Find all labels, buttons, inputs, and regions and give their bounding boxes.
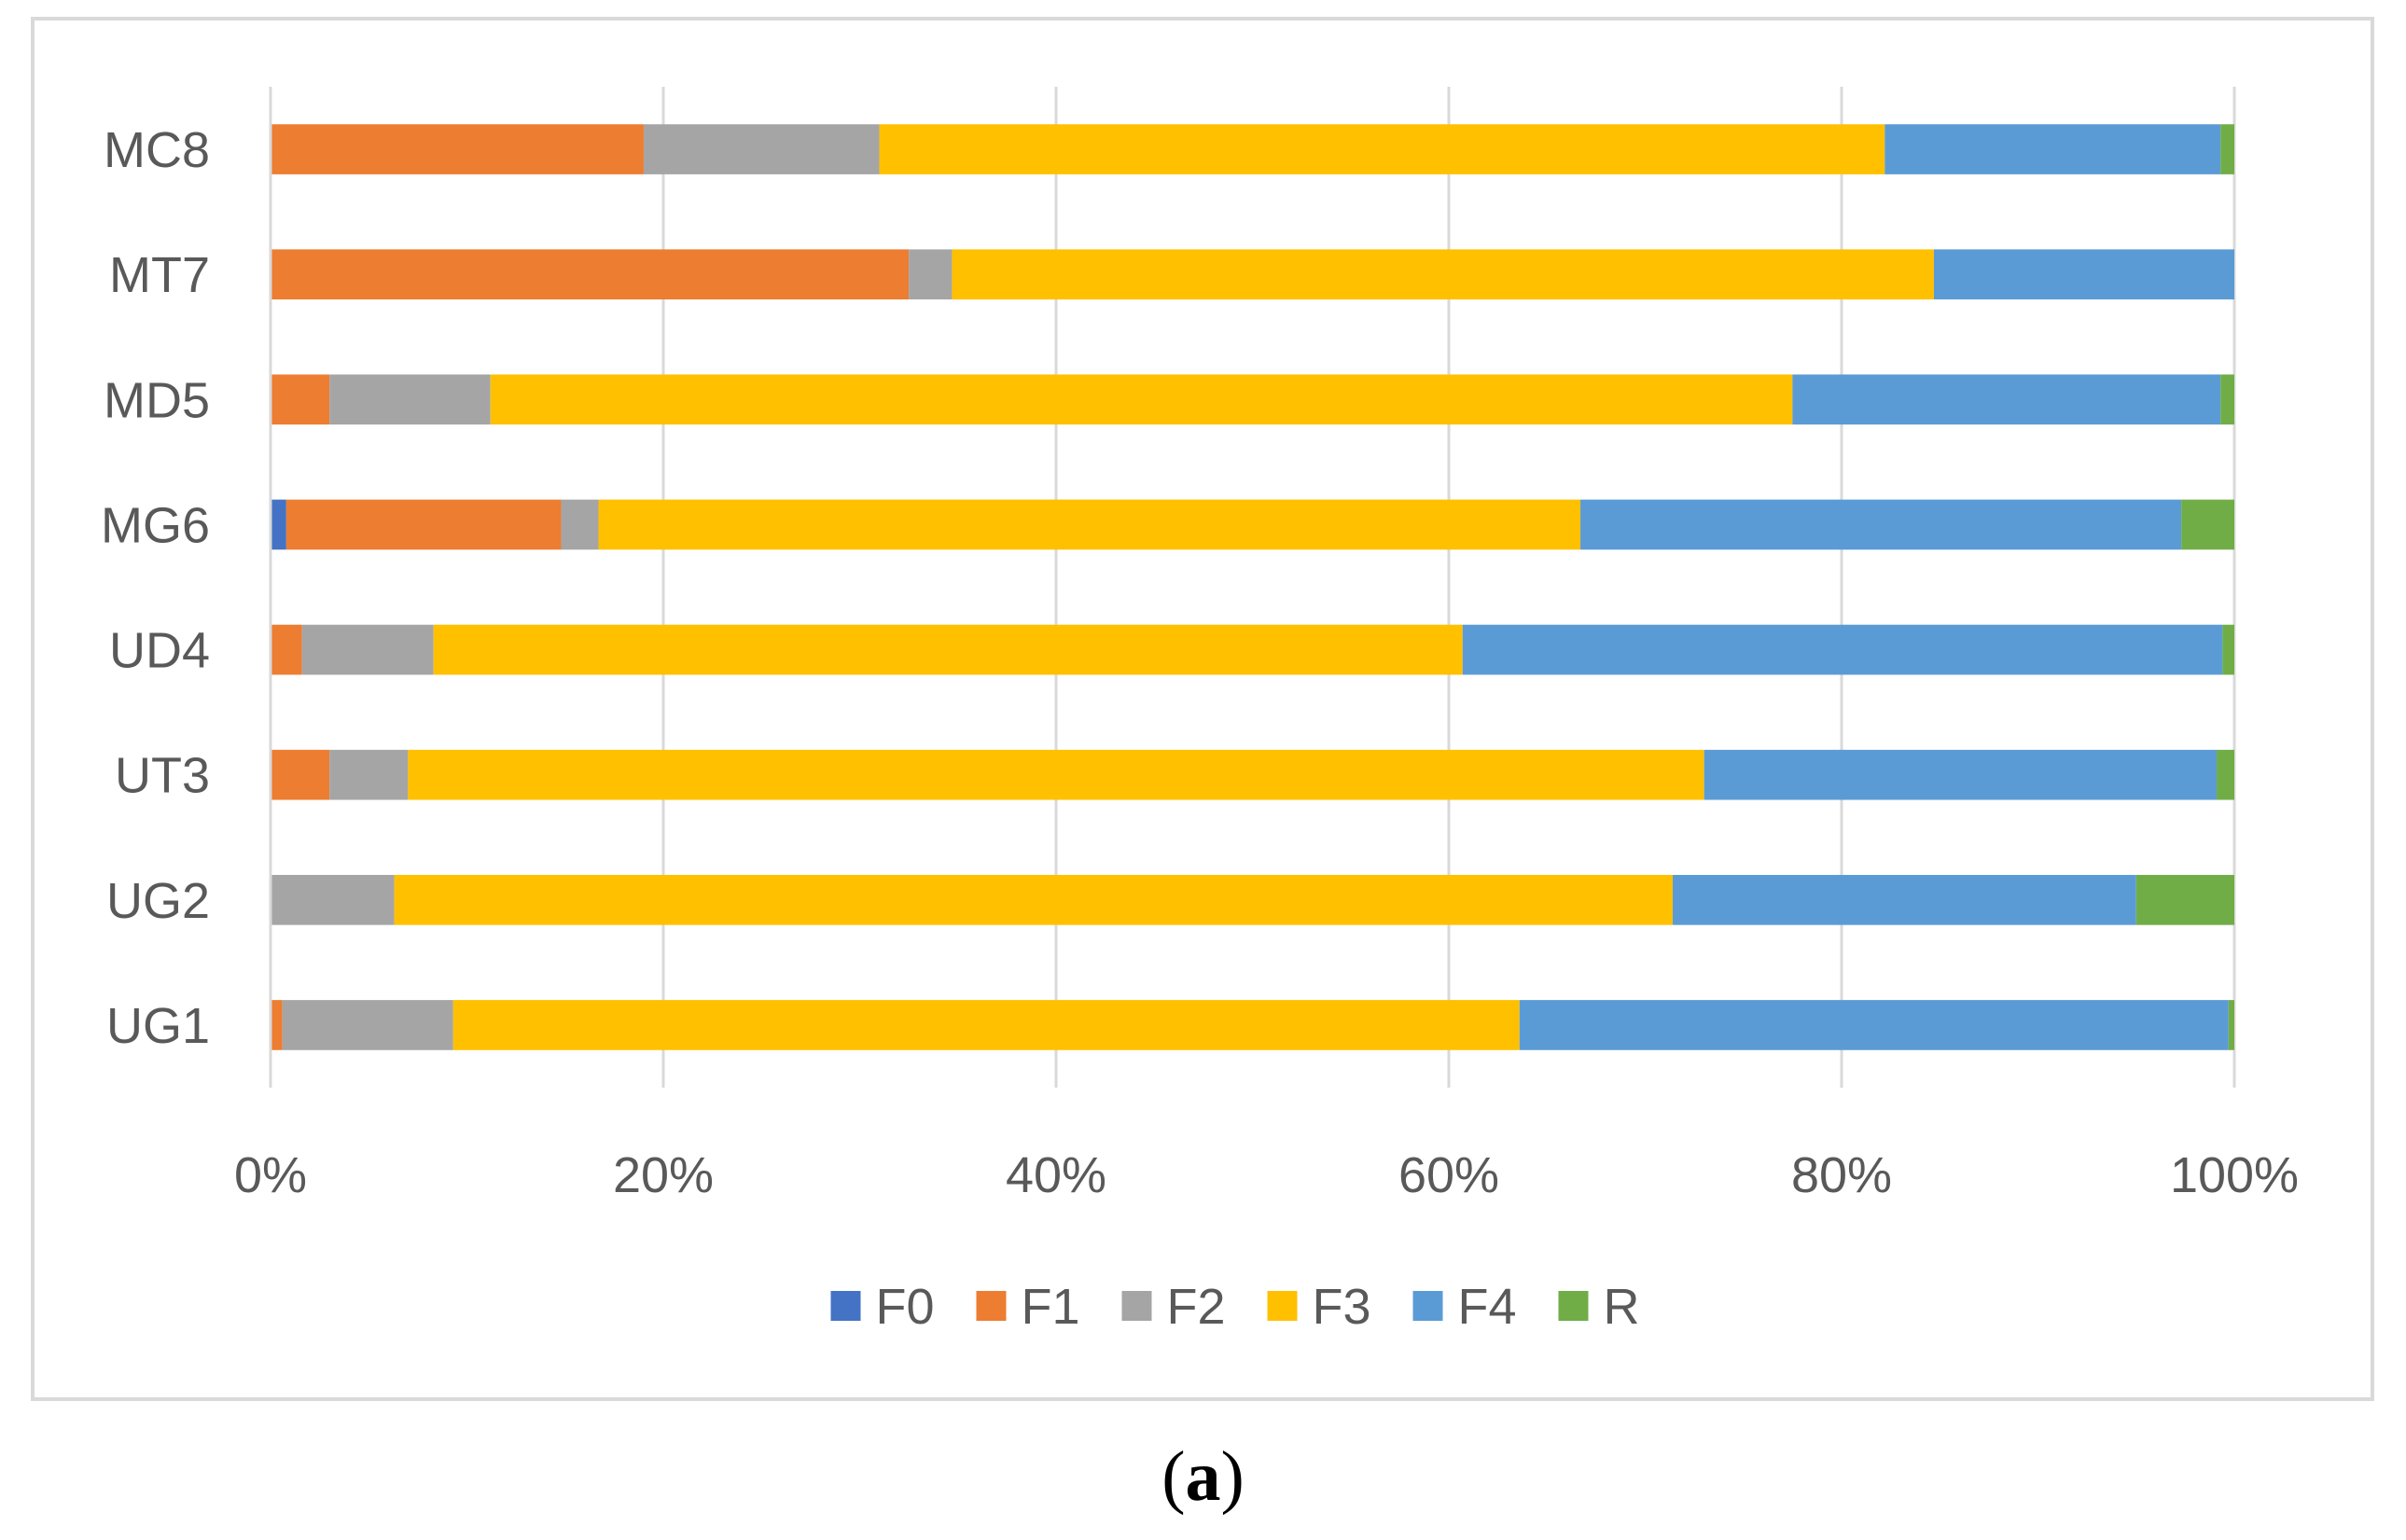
legend-label-f2: F2 [1167, 1279, 1226, 1335]
legend-swatch-f2 [1121, 1291, 1152, 1321]
x-tick-label: 40% [1006, 1147, 1106, 1203]
bar-segment-mg6-f1 [285, 499, 562, 550]
bar-segment-mt7-f2 [909, 249, 953, 300]
bar-segment-mc8-f3 [879, 124, 1885, 174]
legend-swatch-f0 [830, 1291, 861, 1321]
bar-segment-ud4-r [2222, 624, 2234, 675]
caption-close: ) [1220, 1437, 1245, 1516]
bar-segment-md5-f2 [329, 374, 491, 425]
bar-segment-ug1-f2 [282, 1000, 453, 1050]
chart-frame [31, 17, 2374, 1401]
legend-label-r: R [1604, 1279, 1640, 1335]
bar-segment-mc8-f4 [1884, 124, 2221, 174]
bar-segment-ud4-f1 [271, 624, 302, 675]
bar-segment-mg6-f3 [598, 499, 1581, 550]
caption-open: ( [1161, 1437, 1186, 1516]
bar-segment-ut3-f2 [329, 749, 409, 800]
x-tick-label: 60% [1398, 1147, 1499, 1203]
x-tick-label: 20% [613, 1147, 714, 1203]
bar-segment-ut3-f3 [408, 749, 1704, 800]
category-labels: UG1 UG2 UT3 UD4 MG6 MD5 MT7 MC8 [101, 122, 210, 1054]
bar-segment-ud4-f3 [433, 624, 1463, 675]
category-label-ug1: UG1 [106, 998, 210, 1054]
category-label-ug2: UG2 [106, 873, 210, 929]
bar-segment-md5-r [2220, 374, 2234, 425]
bar-segment-mg6-r [2181, 499, 2234, 550]
legend-swatch-f3 [1267, 1291, 1298, 1321]
bar-segment-ug1-f4 [1519, 1000, 2229, 1050]
bar-segment-mt7-f4 [1933, 249, 2234, 300]
legend-label-f1: F1 [1022, 1279, 1080, 1335]
bar-segment-mt7-f1 [271, 249, 910, 300]
caption-letter: a [1185, 1437, 1221, 1516]
bar-segment-ug1-r [2228, 1000, 2234, 1050]
x-tick-label: 80% [1791, 1147, 1892, 1203]
bar-segment-ug1-f1 [271, 1000, 283, 1050]
bars [271, 124, 2234, 1050]
bar-segment-md5-f4 [1792, 374, 2221, 425]
bar-segment-mt7-f3 [952, 249, 1934, 300]
figure-caption: (a) [0, 1425, 2406, 1528]
category-label-mc8: MC8 [104, 122, 210, 178]
x-tick-label: 0% [234, 1147, 307, 1203]
gridlines [661, 87, 2236, 1088]
legend-label-f3: F3 [1313, 1279, 1371, 1335]
category-label-mt7: MT7 [109, 247, 210, 303]
bar-segment-md5-f3 [490, 374, 1793, 425]
bar-segment-mc8-f1 [271, 124, 644, 174]
category-label-ut3: UT3 [115, 748, 210, 804]
bar-segment-ug2-f3 [394, 874, 1673, 925]
bar-segment-mc8-f2 [643, 124, 880, 174]
bar-segment-ut3-f4 [1704, 749, 2218, 800]
legend-swatch-r [1558, 1291, 1589, 1321]
legend: F0 F1 F2 F3 F4 R [830, 1279, 1640, 1335]
bar-segment-mg6-f0 [271, 499, 286, 550]
bar-segment-mc8-r [2220, 124, 2234, 174]
category-label-ud4: UD4 [109, 623, 210, 679]
category-label-mg6: MG6 [101, 497, 210, 553]
bar-segment-mg6-f4 [1580, 499, 2182, 550]
bar-segment-ug2-f2 [271, 874, 395, 925]
bar-segment-ut3-f1 [271, 749, 330, 800]
bar-segment-mg6-f2 [561, 499, 599, 550]
x-tick-label: 100% [2170, 1147, 2299, 1203]
legend-swatch-f4 [1412, 1291, 1443, 1321]
legend-label-f0: F0 [876, 1279, 935, 1335]
bar-segment-ug1-f3 [452, 1000, 1520, 1050]
bar-segment-ut3-r [2217, 749, 2234, 800]
legend-swatch-f1 [976, 1291, 1007, 1321]
bar-segment-ug2-f4 [1672, 874, 2136, 925]
bar-segment-ud4-f4 [1462, 624, 2223, 675]
category-label-md5: MD5 [104, 372, 210, 428]
legend-label-f4: F4 [1458, 1279, 1517, 1335]
bar-segment-ud4-f2 [301, 624, 434, 675]
bar-segment-md5-f1 [271, 374, 330, 425]
x-tick-labels: 0% 20% 40% 60% 80% 100% [234, 1147, 2299, 1203]
bar-segment-ug2-r [2135, 874, 2234, 925]
